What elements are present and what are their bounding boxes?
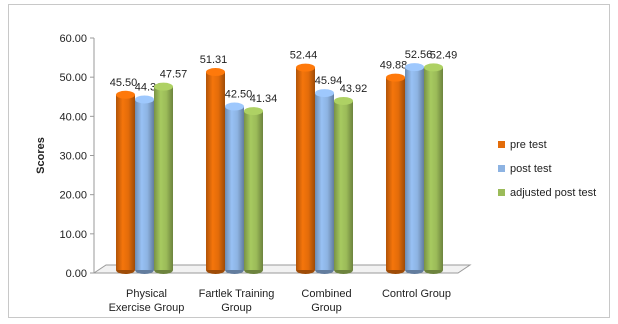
data-label: 42.50 [225,89,253,101]
bar-adjusted-post-test-3 [424,67,443,270]
category-label: Group [221,302,252,314]
bar-adjusted-post-test-1 [244,111,263,271]
category-label: Combined [301,288,351,300]
bar-top [116,90,135,99]
y-tick-label: 50.00 [59,72,87,84]
data-label: 47.57 [160,69,188,81]
y-tick-label: 10.00 [59,229,87,241]
category-label: Physical [126,288,167,300]
data-label: 41.34 [250,93,278,105]
category-label: Control Group [382,288,451,300]
bar-top [296,63,315,72]
data-label: 52.56 [405,49,433,61]
bar-top [206,68,225,77]
bar-top [386,73,405,82]
y-tick-label: 40.00 [59,111,87,123]
data-label: 51.31 [200,54,228,66]
y-tick-label: 0.00 [66,268,87,280]
category-label: Exercise Group [109,302,185,314]
y-tick-label: 60.00 [59,33,87,45]
bar-post-test-2 [315,93,334,271]
bar-top [225,102,244,111]
bar-pre-test-2 [296,67,315,270]
legend-swatch [498,189,505,196]
legend-swatch [498,141,505,148]
bar-top [424,63,443,72]
bar-post-test-0 [135,99,154,270]
y-axis-title: Scores [35,137,47,174]
data-label: 49.88 [380,60,408,72]
bar-post-test-3 [405,67,424,270]
bar-top [135,95,154,104]
legend-label: adjusted post test [510,187,596,199]
category-label: Fartlek Training [199,288,275,300]
legend-label: post test [510,163,552,175]
data-label: 52.44 [290,50,318,62]
data-label: 43.92 [340,83,368,95]
bar-adjusted-post-test-0 [154,86,173,270]
bar-pre-test-1 [206,72,225,271]
y-tick-label: 20.00 [59,190,87,202]
data-label: 52.49 [430,49,458,61]
chart-floor [92,264,472,274]
bar-top [154,82,173,91]
bar-top [405,63,424,72]
category-label: Group [311,302,342,314]
bar-pre-test-3 [386,77,405,271]
bar-post-test-1 [225,106,244,271]
data-label: 45.50 [110,77,138,89]
legend-swatch [498,165,505,172]
bar-top [334,96,353,105]
bar-top [315,89,334,98]
bar-adjusted-post-test-2 [334,100,353,270]
legend-label: pre test [510,139,547,151]
bar-top [244,107,263,116]
y-tick-label: 30.00 [59,151,87,163]
data-label: 45.94 [315,75,343,87]
bar-pre-test-0 [116,94,135,271]
